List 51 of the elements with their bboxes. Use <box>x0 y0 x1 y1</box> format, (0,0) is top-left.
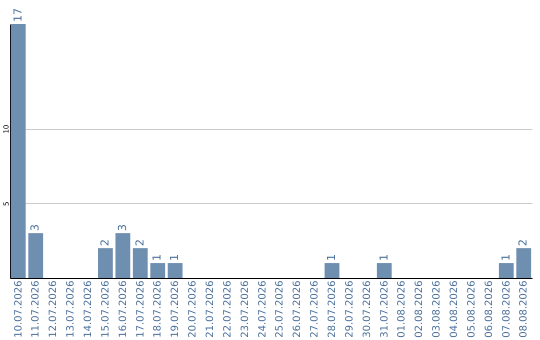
data-label: 2 <box>133 239 146 246</box>
x-tick-label: 14.07.2026 <box>82 280 94 338</box>
data-label: 3 <box>28 224 42 232</box>
x-tick-label: 23.07.2026 <box>240 280 251 338</box>
x-tick-label: 21.07.2026 <box>205 280 216 338</box>
bar <box>324 263 340 278</box>
data-label: 2 <box>98 239 112 246</box>
x-tick-label: 16.07.2026 <box>118 280 129 338</box>
data-label: 1 <box>377 254 390 262</box>
bar <box>498 263 514 278</box>
x-tick-label: 13.07.2026 <box>66 280 77 338</box>
data-label: 17 <box>11 8 24 22</box>
x-tick-label: 11.07.2026 <box>30 280 42 338</box>
data-label: 1 <box>150 254 164 262</box>
bar <box>98 248 113 278</box>
x-tick-label: 25.07.2026 <box>274 280 286 338</box>
x-tick-label: 12.07.2026 <box>48 280 60 338</box>
data-label: 3 <box>116 224 129 232</box>
x-tick-label: 22.07.2026 <box>222 280 234 338</box>
x-tick-label: 07.08.2026 <box>501 280 512 338</box>
bar <box>28 233 44 278</box>
x-tick-label: 03.08.2026 <box>432 280 443 338</box>
x-tick-label: 17.07.2026 <box>135 280 146 338</box>
x-tick-label: 18.07.2026 <box>152 280 164 338</box>
x-tick-label: 06.08.2026 <box>484 280 495 338</box>
x-tick-label: 30.07.2026 <box>362 280 373 338</box>
x-tick-label: 01.08.2026 <box>396 280 408 338</box>
x-tick-label: 02.08.2026 <box>414 280 426 338</box>
x-tick-label: 28.07.2026 <box>327 280 338 338</box>
data-label: 2 <box>516 239 530 246</box>
bar <box>376 263 392 278</box>
x-tick-label: 29.07.2026 <box>344 280 356 338</box>
x-tick-label: 05.08.2026 <box>466 280 478 338</box>
x-tick-label: 20.07.2026 <box>188 280 199 338</box>
x-tick-label: 26.07.2026 <box>292 280 304 338</box>
data-label: 1 <box>168 254 182 262</box>
x-tick-label: 24.07.2026 <box>257 280 268 338</box>
bar <box>516 248 532 278</box>
x-tick-label: 19.07.2026 <box>170 280 182 338</box>
bar <box>132 248 148 278</box>
bar <box>150 263 166 278</box>
x-tick-label: 04.08.2026 <box>449 280 460 338</box>
x-tick-label: 08.08.2026 <box>518 280 530 338</box>
data-label: 1 <box>325 254 338 262</box>
x-tick-label: 10.07.2026 <box>13 280 24 338</box>
x-tick-label: 27.07.2026 <box>310 280 321 338</box>
data-label: 1 <box>499 254 512 262</box>
x-tick-label: 15.07.2026 <box>100 280 112 338</box>
bar <box>168 263 183 278</box>
bar <box>115 233 130 278</box>
x-tick-label: 31.07.2026 <box>379 280 390 338</box>
